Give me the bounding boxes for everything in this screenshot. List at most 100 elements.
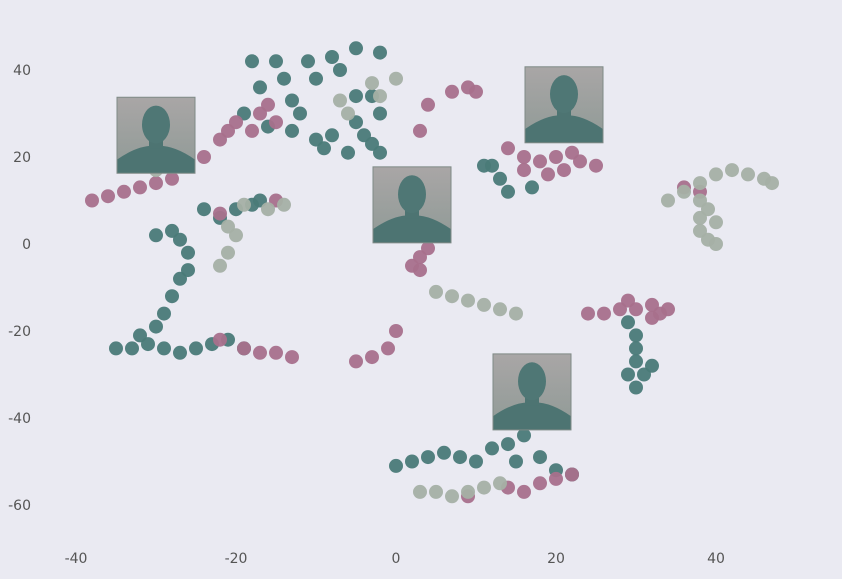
data-point: [709, 167, 723, 182]
data-point: [309, 71, 323, 86]
data-point: [173, 271, 187, 286]
data-point: [621, 315, 635, 330]
data-point: [365, 350, 379, 365]
data-point: [429, 284, 443, 299]
data-point: [437, 445, 451, 460]
data-point: [509, 454, 523, 469]
data-point: [221, 245, 235, 260]
data-point: [349, 89, 363, 104]
data-point: [381, 341, 395, 356]
data-point: [213, 206, 227, 221]
data-point: [429, 484, 443, 499]
data-point: [253, 80, 267, 95]
data-point: [149, 319, 163, 334]
data-point: [277, 71, 291, 86]
data-point: [189, 341, 203, 356]
data-point: [261, 97, 275, 112]
data-point: [373, 106, 387, 121]
data-point: [517, 163, 531, 178]
data-point: [653, 306, 667, 321]
face-thumbnail: [492, 353, 572, 431]
data-point: [301, 54, 315, 69]
data-point: [389, 324, 403, 338]
thumbnail-frame: [524, 66, 604, 144]
data-point: [133, 180, 147, 195]
data-point: [421, 241, 435, 256]
data-point: [333, 93, 347, 108]
data-point: [133, 328, 147, 343]
face-thumbnail: [372, 166, 452, 244]
data-point: [533, 154, 547, 169]
data-point: [317, 141, 331, 156]
data-point: [621, 367, 635, 382]
data-point: [629, 380, 643, 395]
data-point: [221, 219, 235, 234]
data-point: [341, 106, 355, 121]
data-point: [709, 237, 723, 251]
data-point: [477, 297, 491, 312]
data-point: [533, 476, 547, 491]
thumbnail-head: [550, 75, 578, 114]
data-point: [629, 341, 643, 356]
data-point: [413, 263, 427, 278]
data-point: [517, 150, 531, 164]
data-point: [469, 454, 483, 469]
data-point: [693, 176, 707, 191]
thumbnails-layer: [116, 66, 604, 431]
data-point: [477, 480, 491, 495]
data-point: [389, 458, 403, 473]
x-tick-label: -20: [225, 551, 248, 567]
data-point: [261, 202, 275, 217]
data-point: [245, 54, 259, 69]
y-tick-label: -60: [8, 498, 31, 514]
thumbnail-shoulders: [525, 115, 603, 143]
data-point: [421, 97, 435, 112]
y-tick-label: 0: [22, 237, 31, 253]
data-point: [485, 158, 499, 173]
data-point: [373, 145, 387, 160]
data-point: [293, 106, 307, 121]
data-point: [269, 115, 283, 130]
data-point: [533, 450, 547, 465]
face-thumbnail: [116, 96, 196, 174]
data-point: [517, 428, 531, 443]
data-point: [765, 176, 779, 191]
data-point: [149, 228, 163, 243]
thumbnail-frame: [116, 96, 196, 174]
data-point: [333, 63, 347, 77]
data-point: [269, 54, 283, 69]
data-point: [445, 289, 459, 304]
data-point: [229, 115, 243, 130]
data-point: [469, 84, 483, 99]
data-point: [101, 189, 115, 204]
y-tick-label: -40: [8, 411, 31, 427]
data-point: [549, 150, 563, 164]
data-point: [501, 184, 515, 199]
data-point: [493, 171, 507, 186]
data-point: [285, 123, 299, 138]
thumbnail-head: [398, 175, 426, 214]
thumbnail-shoulders: [493, 402, 571, 430]
data-point: [349, 41, 363, 56]
data-point: [709, 215, 723, 230]
data-point: [405, 454, 419, 469]
data-point: [557, 163, 571, 178]
data-point: [493, 476, 507, 491]
data-point: [365, 76, 379, 91]
data-point: [573, 154, 587, 169]
data-point: [109, 341, 123, 356]
data-point: [661, 193, 675, 208]
data-point: [357, 128, 371, 143]
data-point: [125, 341, 139, 356]
data-point: [629, 328, 643, 343]
data-point: [389, 71, 403, 86]
data-point: [341, 145, 355, 160]
data-point: [285, 350, 299, 365]
data-point: [421, 450, 435, 465]
data-point: [645, 358, 659, 373]
data-point: [245, 123, 259, 138]
data-point: [197, 150, 211, 164]
x-axis: -40 -20 0 20 40: [65, 551, 725, 567]
thumbnail-shoulders: [117, 145, 195, 174]
data-point: [157, 306, 171, 321]
